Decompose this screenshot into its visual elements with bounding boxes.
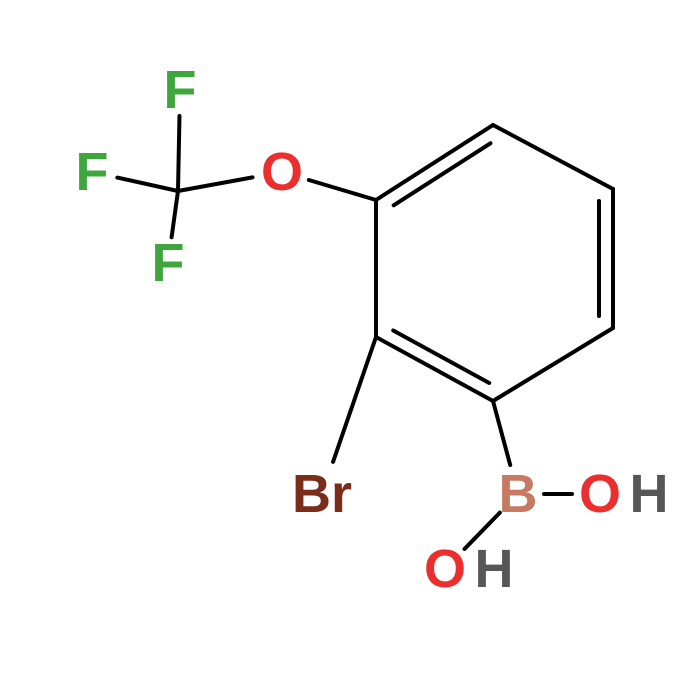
atom-F2: F xyxy=(76,142,109,202)
atom-OH1_H: H xyxy=(630,464,669,524)
bonds-layer xyxy=(117,116,613,549)
bond xyxy=(493,328,613,401)
bond xyxy=(178,177,252,191)
bond xyxy=(333,337,376,462)
bond xyxy=(376,125,493,200)
bond xyxy=(493,125,613,189)
atom-Br: Br xyxy=(292,464,352,524)
atom-OH2_H: H xyxy=(475,539,514,599)
bond xyxy=(117,178,178,191)
bond xyxy=(376,337,493,401)
atom-O1: O xyxy=(261,142,303,202)
atom-OH1_O: O xyxy=(579,464,621,524)
atom-F3: F xyxy=(152,233,185,293)
bond xyxy=(393,330,489,382)
atom-OH2_O: O xyxy=(424,539,466,599)
molecule-diagram: FFFOBrBOHOH xyxy=(0,0,700,700)
atoms-layer: FFFOBrBOHOH xyxy=(76,60,669,599)
bond xyxy=(309,180,376,200)
bond xyxy=(172,191,178,237)
bond xyxy=(493,401,510,465)
bond xyxy=(394,143,491,205)
atom-B: B xyxy=(499,464,538,524)
atom-F1: F xyxy=(164,60,197,120)
bond xyxy=(178,116,179,191)
